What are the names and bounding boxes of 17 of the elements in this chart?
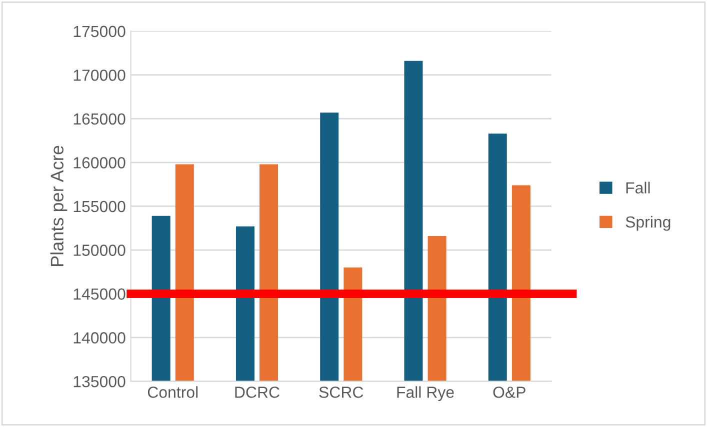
y-tick-label: 150000	[74, 244, 126, 256]
y-tick-label: 170000	[74, 70, 126, 81]
y-tick-label: 160000	[74, 157, 126, 168]
legend-label: Spring	[626, 216, 670, 231]
x-tick-label: DCRC	[235, 386, 280, 398]
x-tick-label: Control	[148, 386, 198, 398]
y-tick-label: 165000	[74, 113, 126, 125]
y-axis-title: Plants per Acre	[50, 146, 68, 266]
y-tick-label: 155000	[74, 200, 126, 212]
x-tick-label: SCRC	[319, 386, 364, 398]
y-tick-label: 145000	[74, 288, 126, 300]
y-tick-label: 135000	[74, 376, 126, 388]
y-tick-label: 175000	[74, 26, 126, 38]
y-tick-label: 140000	[74, 332, 126, 344]
legend-label: Fall	[626, 182, 650, 194]
x-tick-label: O&P	[493, 386, 526, 398]
x-tick-label: Fall Rye	[397, 386, 454, 402]
